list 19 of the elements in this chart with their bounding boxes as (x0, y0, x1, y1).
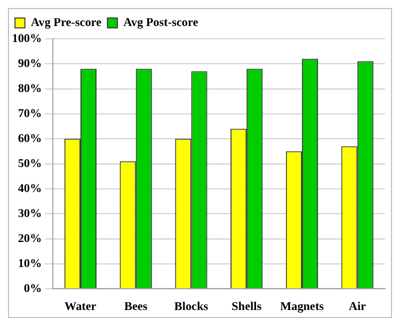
y-tick-label: 90% (18, 56, 42, 70)
y-tick-label: 80% (18, 80, 42, 95)
y-tick-label: 10% (18, 256, 42, 270)
x-tick-label: Shells (232, 298, 262, 313)
legend-label: Avg Pre-score (30, 14, 102, 29)
x-tick-label: Air (348, 298, 367, 313)
x-tick-label: Bees (124, 298, 148, 313)
y-tick-label: 20% (18, 230, 42, 245)
y-tick-label: 100% (12, 30, 42, 45)
x-tick-label: Magnets (280, 298, 324, 313)
y-tick-label: 60% (18, 130, 42, 145)
y-tick-label: 40% (18, 180, 42, 195)
y-tick-label: 0% (24, 280, 42, 295)
legend-label: Avg Post-score (123, 14, 198, 29)
y-tick-label: 30% (18, 206, 42, 220)
y-tick-label: 70% (18, 106, 42, 120)
x-tick-label: Water (64, 298, 98, 313)
x-tick-label: Blocks (174, 298, 208, 313)
y-tick-label: 50% (18, 156, 42, 170)
